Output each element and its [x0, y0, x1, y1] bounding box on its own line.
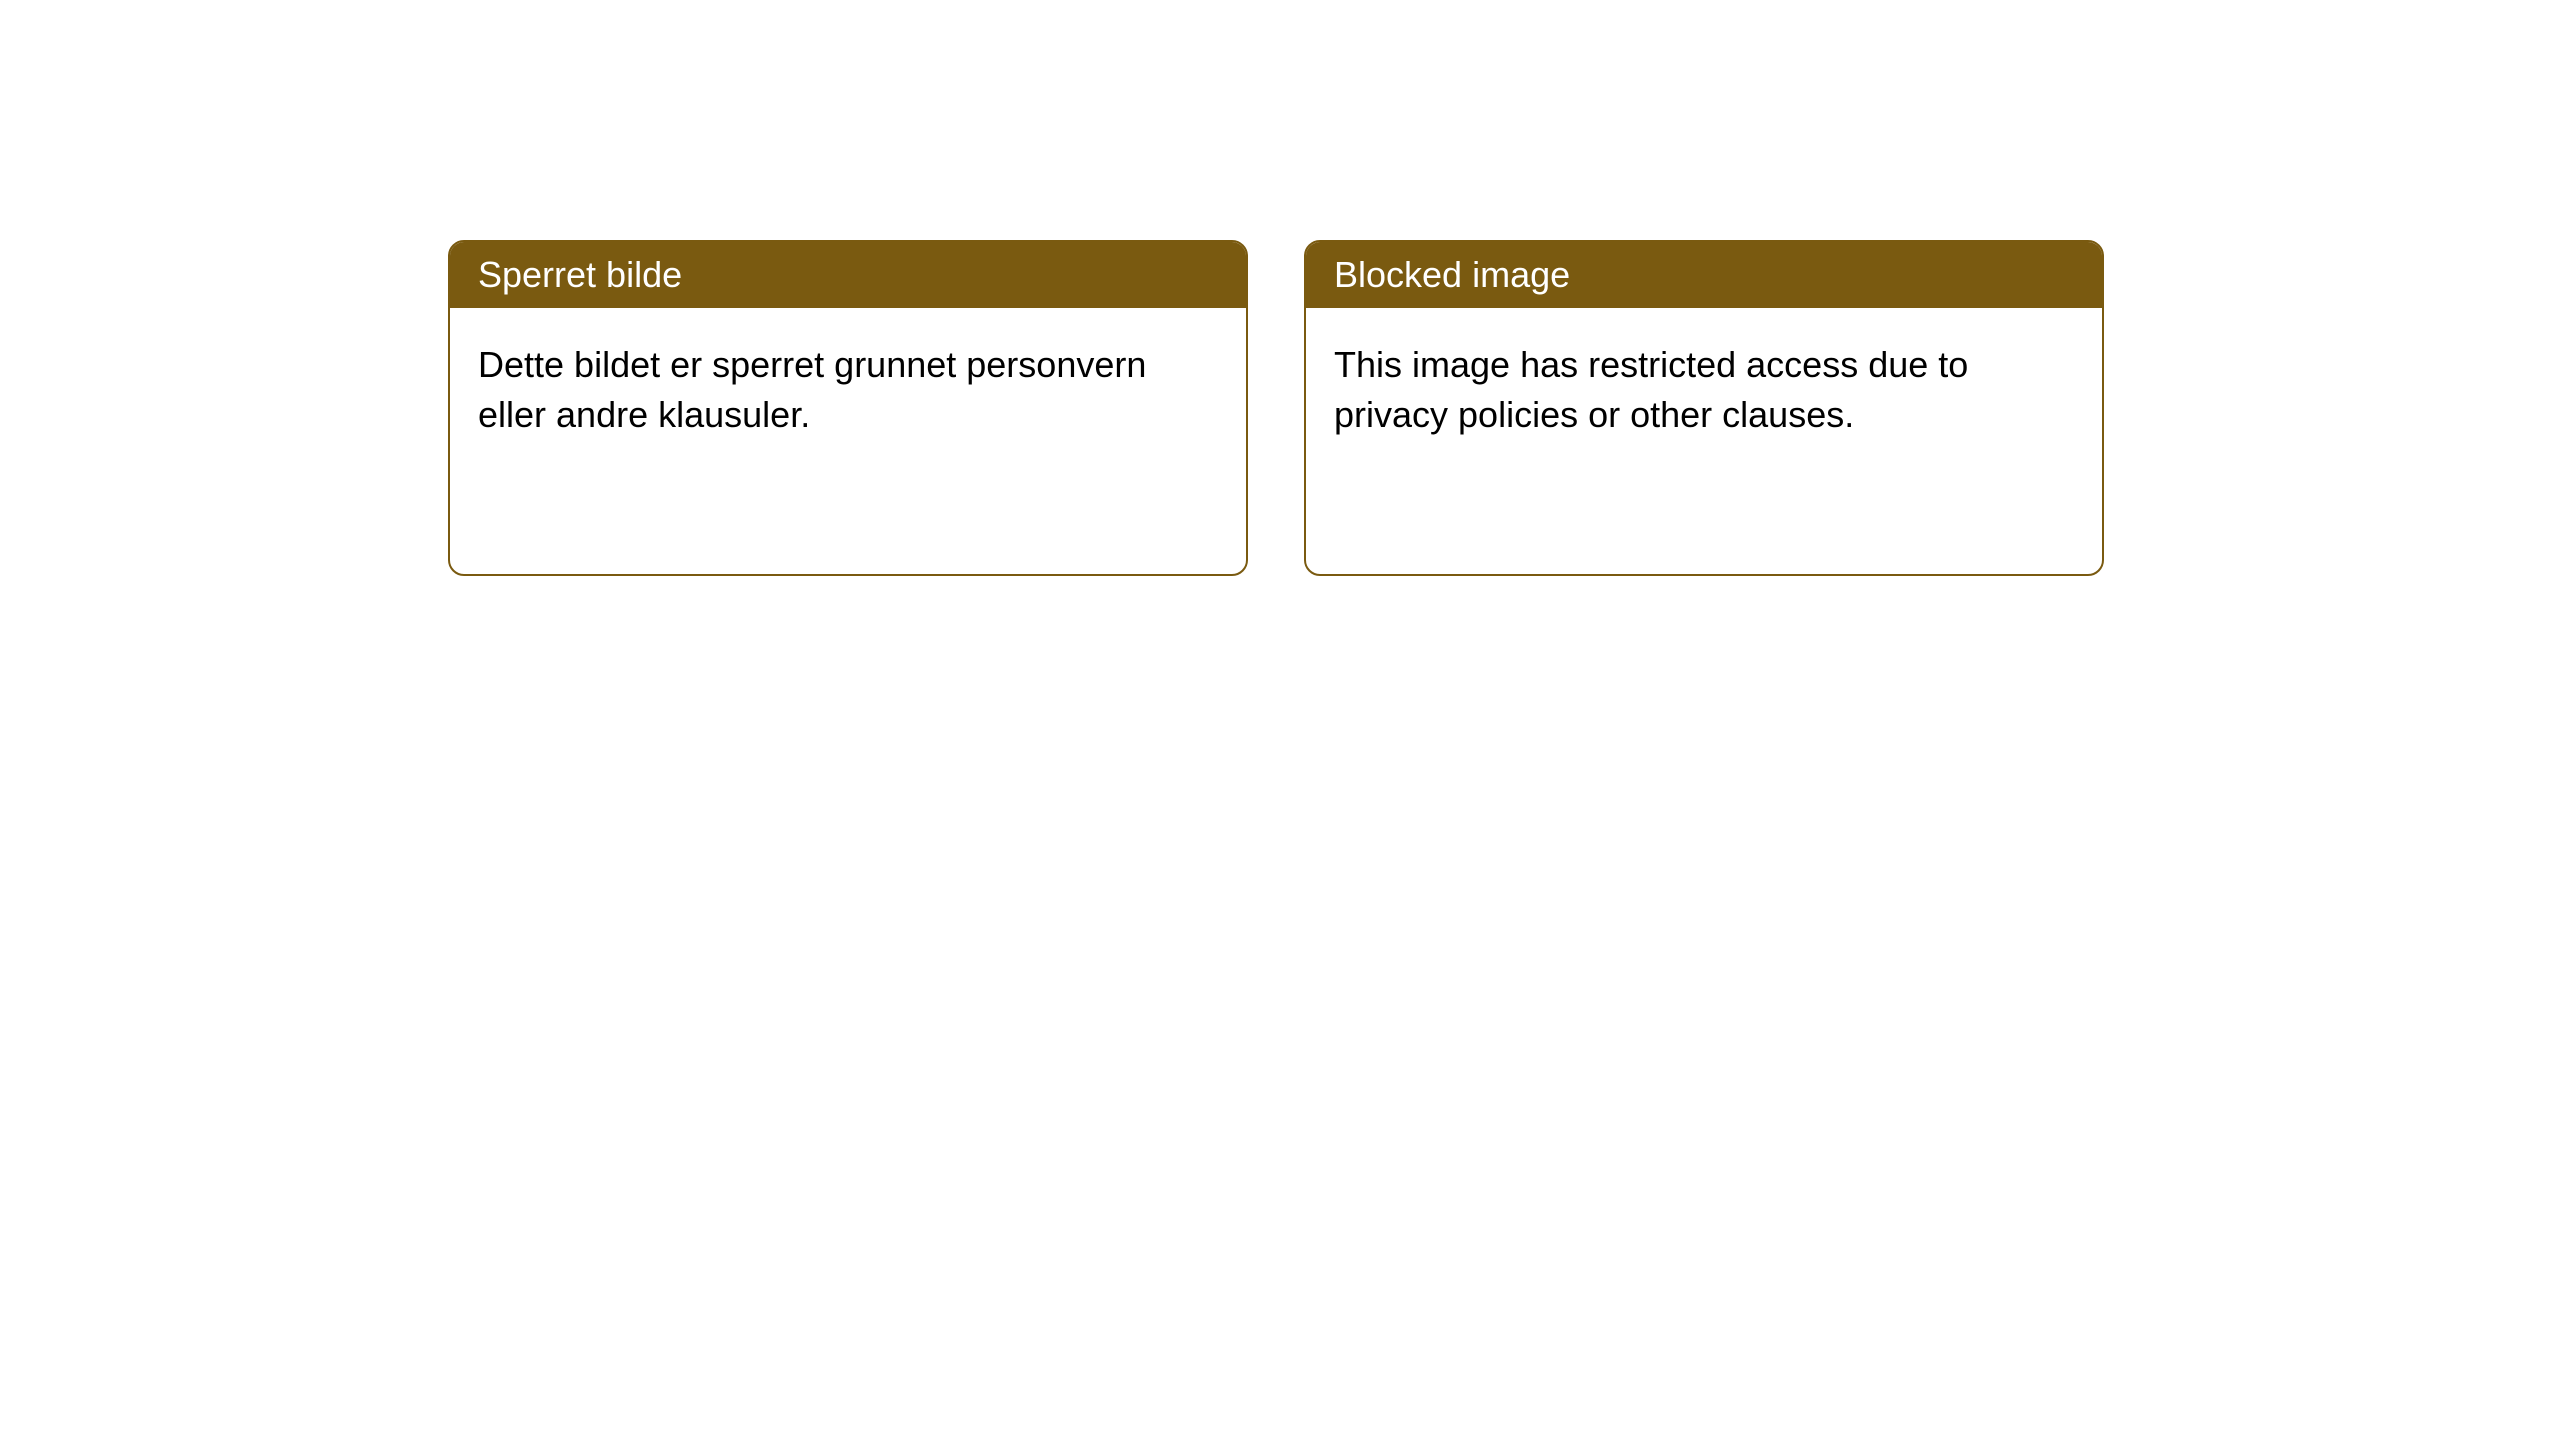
notice-title: Sperret bilde [478, 254, 682, 295]
notice-title: Blocked image [1334, 254, 1570, 295]
notice-text: This image has restricted access due to … [1334, 344, 1968, 435]
notice-text: Dette bildet er sperret grunnet personve… [478, 344, 1146, 435]
notice-card-norwegian: Sperret bilde Dette bildet er sperret gr… [448, 240, 1248, 576]
notice-body: This image has restricted access due to … [1306, 308, 2102, 473]
notice-card-english: Blocked image This image has restricted … [1304, 240, 2104, 576]
notice-container: Sperret bilde Dette bildet er sperret gr… [448, 240, 2104, 576]
notice-header: Sperret bilde [450, 242, 1246, 308]
notice-body: Dette bildet er sperret grunnet personve… [450, 308, 1246, 473]
notice-header: Blocked image [1306, 242, 2102, 308]
